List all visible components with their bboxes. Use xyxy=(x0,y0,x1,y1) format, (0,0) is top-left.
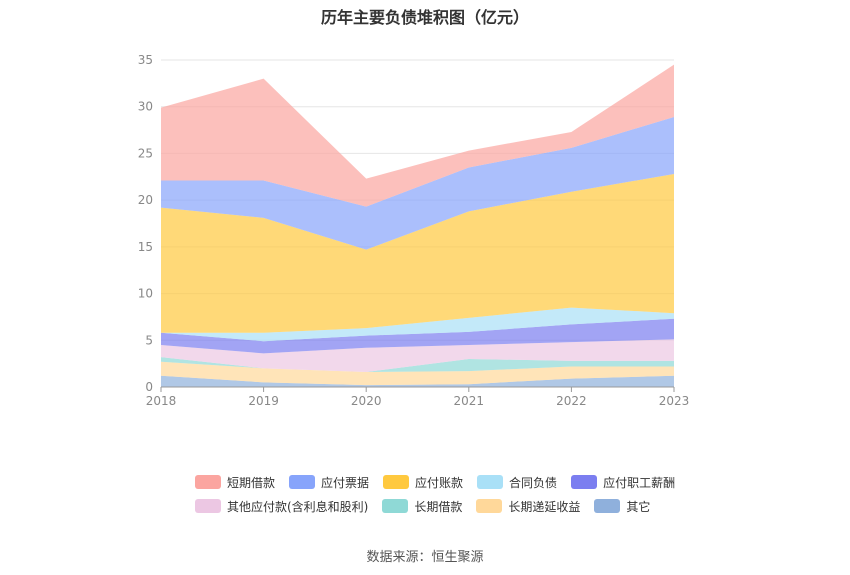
x-tick-label: 2019 xyxy=(248,394,279,408)
legend-label: 长期递延收益 xyxy=(508,499,581,514)
legend-row-2: 其他应付款(含利息和股利) 长期借款 长期递延收益 其它 xyxy=(195,494,695,518)
x-tick-label: 2021 xyxy=(454,394,485,408)
legend-label: 应付票据 xyxy=(321,475,370,490)
legend-label: 应付职工薪酬 xyxy=(603,475,676,490)
legend-item-accounts-payable[interactable]: 应付账款 xyxy=(383,474,463,491)
data-source: 数据来源：恒生聚源 xyxy=(366,550,484,565)
y-tick-label: 10 xyxy=(138,287,153,301)
legend-swatch xyxy=(571,475,598,489)
stacked-area-chart: 0 5 10 15 20 25 30 35 2018 2019 2020 2021 2022 2023 xyxy=(138,53,690,408)
y-tick-label: 5 xyxy=(145,333,153,347)
legend-label: 短期借款 xyxy=(227,475,276,490)
y-tick-label: 0 xyxy=(145,380,153,394)
legend-label: 其它 xyxy=(626,499,651,514)
legend-row-1: 短期借款 应付票据 应付账款 合同负债 应付职工薪酬 xyxy=(195,470,695,494)
y-tick-label: 30 xyxy=(138,100,153,114)
x-tick-label: 2023 xyxy=(659,394,690,408)
legend-label: 应付账款 xyxy=(415,475,464,490)
legend-swatch xyxy=(477,475,504,489)
legend-swatch xyxy=(382,499,409,513)
y-tick-label: 15 xyxy=(138,240,153,254)
chart-legend: 短期借款 应付票据 应付账款 合同负债 应付职工薪酬 其他应付款(含利息和股利)… xyxy=(195,470,695,518)
legend-swatch xyxy=(383,475,410,489)
legend-item-short-term-loans[interactable]: 短期借款 xyxy=(195,474,275,491)
area-series xyxy=(161,173,674,333)
legend-item-contract-liabilities[interactable]: 合同负债 xyxy=(477,474,557,491)
legend-item-other[interactable]: 其它 xyxy=(594,498,650,515)
y-tick-label: 35 xyxy=(138,53,153,67)
chart-title: 历年主要负债堆积图（亿元） xyxy=(320,8,529,27)
area-series xyxy=(161,318,674,354)
y-tick-label: 25 xyxy=(138,146,153,160)
legend-label: 长期借款 xyxy=(414,499,463,514)
area-series xyxy=(161,339,674,373)
legend-swatch xyxy=(289,475,316,489)
area-series xyxy=(161,307,674,342)
legend-label: 合同负债 xyxy=(509,475,558,490)
y-tick-label: 20 xyxy=(138,193,153,207)
area-series xyxy=(161,64,674,207)
area-series xyxy=(161,375,674,387)
legend-item-other-payables[interactable]: 其他应付款(含利息和股利) xyxy=(195,498,368,515)
area-series xyxy=(161,361,674,386)
legend-item-notes-payable[interactable]: 应付票据 xyxy=(289,474,369,491)
area-series xyxy=(161,357,674,373)
legend-item-deferred-income[interactable]: 长期递延收益 xyxy=(476,498,580,515)
legend-label: 其他应付款(含利息和股利) xyxy=(227,499,369,514)
x-tick-label: 2020 xyxy=(351,394,382,408)
area-series xyxy=(161,116,674,250)
legend-swatch xyxy=(195,475,221,489)
legend-item-long-term-loans[interactable]: 长期借款 xyxy=(382,498,462,515)
legend-swatch xyxy=(476,499,503,513)
legend-swatch xyxy=(195,499,221,513)
x-tick-label: 2018 xyxy=(146,394,177,408)
legend-swatch xyxy=(594,499,621,513)
legend-item-employee-payables[interactable]: 应付职工薪酬 xyxy=(571,474,675,491)
x-tick-label: 2022 xyxy=(556,394,587,408)
